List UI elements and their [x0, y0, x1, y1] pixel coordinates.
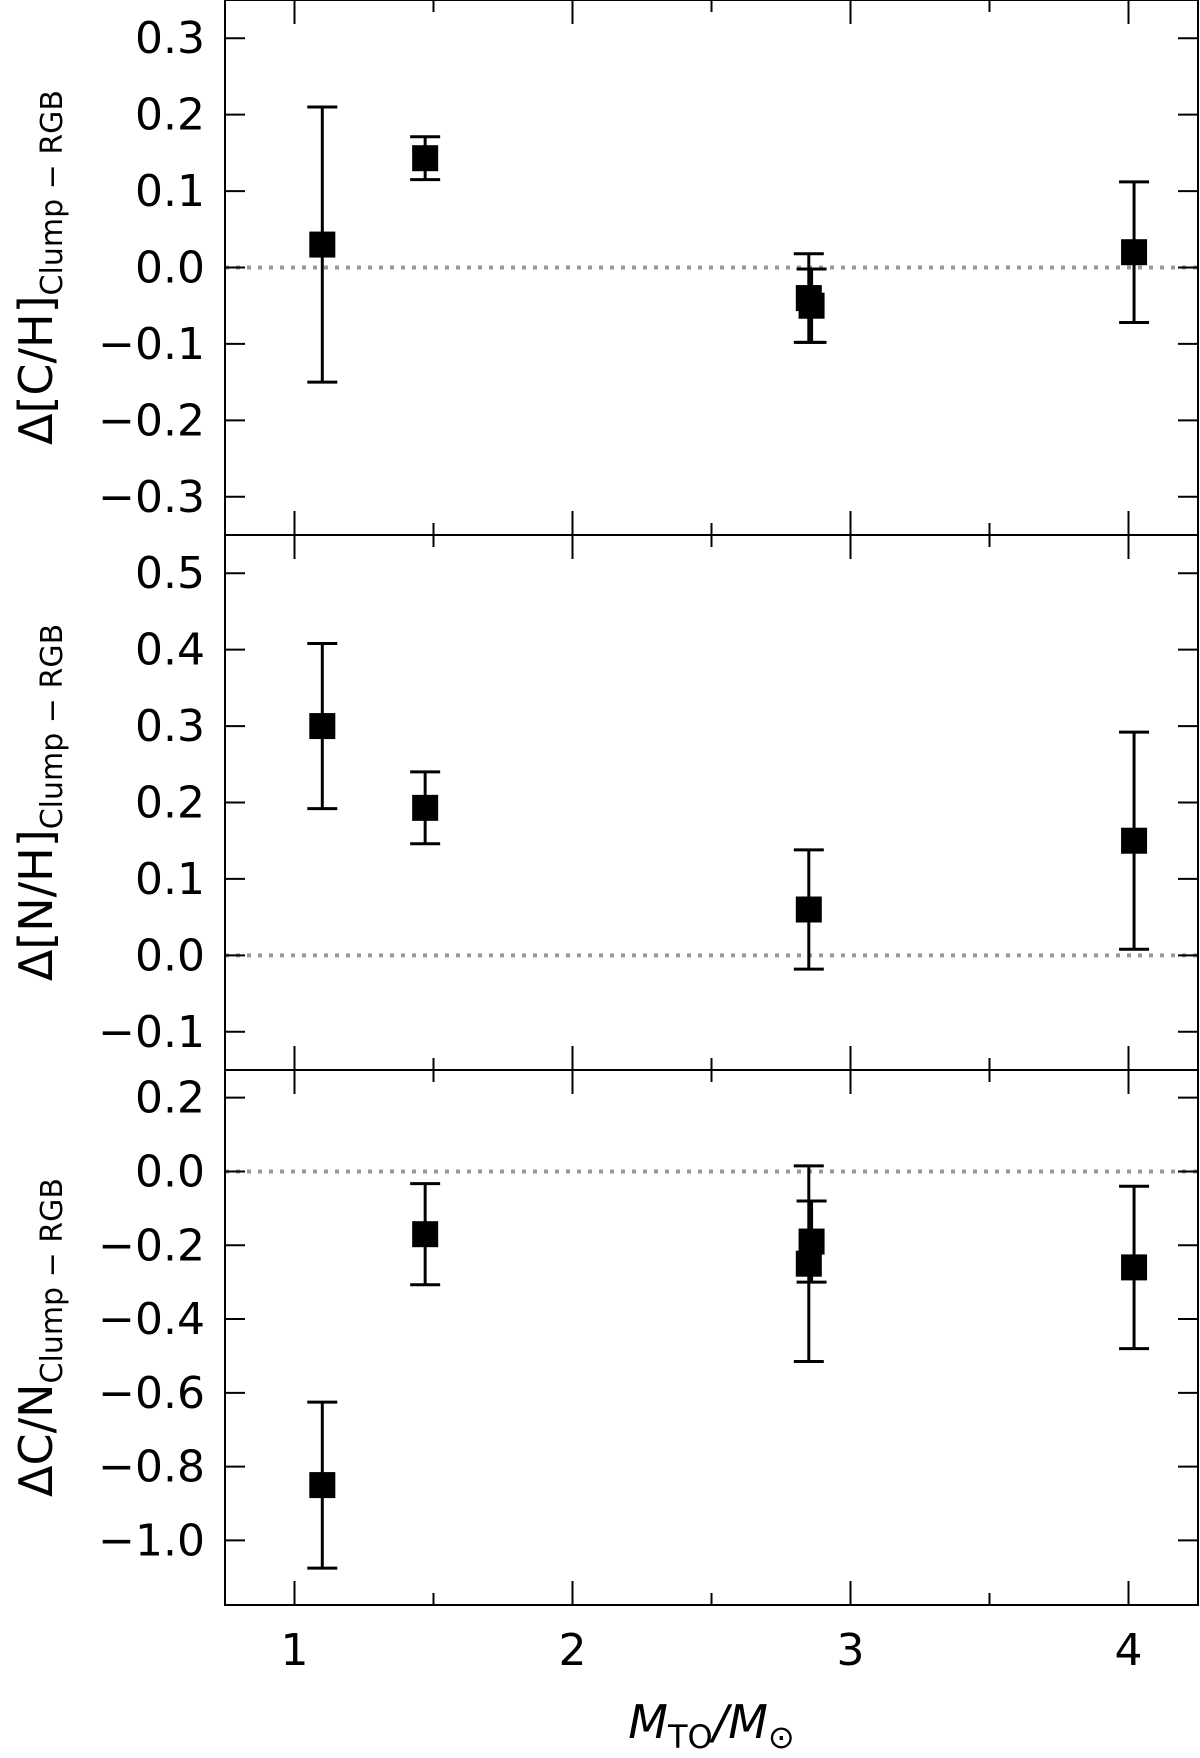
panel-frame — [224, 1069, 1199, 1606]
y-tick-label: −0.1 — [98, 319, 205, 370]
y-tick-label: −0.1 — [98, 1007, 205, 1058]
panel-frame — [224, 534, 1199, 1071]
y-tick-label: −1.0 — [98, 1515, 205, 1566]
y-tick-label: 0.4 — [135, 625, 205, 676]
y-tick-label: −0.3 — [98, 472, 205, 523]
data-point — [798, 292, 825, 319]
y-axis-label: Δ[C/H]Clump − RGB — [9, 90, 70, 445]
data-point — [795, 1250, 822, 1277]
panel-cn: 0.2 0.0 −0.2 −0.4 −0.6 −0.8 −1.0 ΔC/NClump − RG… — [9, 1069, 1199, 1606]
data-point — [412, 145, 439, 172]
x-axis-label: MTO/M⊙ — [628, 1695, 794, 1754]
y-tick-label: 0.0 — [135, 1146, 205, 1197]
y-tick-label: 0.2 — [135, 90, 205, 141]
x-tick-label: 1 — [281, 1625, 309, 1676]
data-point — [1121, 239, 1148, 266]
data-point — [1121, 1254, 1148, 1281]
y-tick-label: −0.8 — [98, 1442, 205, 1493]
x-tick-label: 3 — [837, 1625, 865, 1676]
y-axis-label: Δ[N/H]Clump − RGB — [9, 624, 70, 981]
data-point — [309, 231, 336, 258]
x-tick-label: 2 — [559, 1625, 587, 1676]
data-point — [309, 1472, 336, 1499]
data-point — [798, 1228, 825, 1255]
y-tick-label: −0.2 — [98, 1220, 205, 1271]
y-tick-label: 0.0 — [135, 930, 205, 981]
y-tick-label: −0.4 — [98, 1294, 205, 1345]
y-tick-label: 0.2 — [135, 778, 205, 829]
y-tick-label: −0.6 — [98, 1368, 205, 1419]
data-point — [795, 896, 822, 923]
data-point — [1121, 827, 1148, 854]
y-axis-label: ΔC/NClump − RGB — [9, 1178, 70, 1497]
y-tick-label: 0.1 — [135, 854, 205, 905]
panel-ch: 0.3 0.2 0.1 0.0 −0.1 −0.2 −0.3 Δ[C/H]Clump − RG… — [9, 0, 1199, 536]
y-tick-label: −0.2 — [98, 395, 205, 446]
y-tick-label: 0.3 — [135, 701, 205, 752]
data-point — [412, 1221, 439, 1248]
panel-nh: 0.5 0.4 0.3 0.2 0.1 0.0 −0.1 Δ[N/H]Clump − RGB — [9, 534, 1199, 1071]
y-tick-label: 0.2 — [135, 1073, 205, 1124]
data-point — [412, 794, 439, 821]
y-tick-label: 0.0 — [135, 243, 205, 294]
data-point — [309, 713, 336, 740]
y-tick-label: 0.3 — [135, 13, 205, 64]
y-tick-label: 0.5 — [135, 548, 205, 599]
y-tick-label: 0.1 — [135, 166, 205, 217]
x-tick-label: 4 — [1115, 1625, 1143, 1676]
